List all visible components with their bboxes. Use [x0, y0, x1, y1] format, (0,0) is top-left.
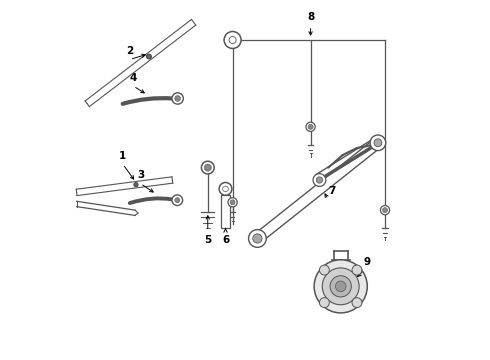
- Circle shape: [204, 164, 211, 171]
- Circle shape: [175, 96, 180, 101]
- Text: 2: 2: [126, 46, 133, 56]
- Circle shape: [330, 276, 351, 297]
- Circle shape: [230, 200, 235, 205]
- Circle shape: [253, 234, 262, 243]
- Circle shape: [380, 206, 390, 215]
- Text: 7: 7: [328, 186, 336, 196]
- Circle shape: [383, 208, 388, 213]
- Circle shape: [172, 93, 183, 104]
- Circle shape: [201, 161, 214, 174]
- Text: 9: 9: [364, 257, 371, 267]
- Circle shape: [374, 139, 382, 147]
- Circle shape: [316, 177, 322, 183]
- Circle shape: [306, 122, 315, 131]
- Text: 4: 4: [130, 72, 137, 82]
- Circle shape: [224, 31, 241, 49]
- Circle shape: [248, 230, 266, 247]
- Circle shape: [370, 135, 386, 150]
- Circle shape: [172, 195, 183, 206]
- Circle shape: [228, 198, 237, 207]
- Text: 5: 5: [204, 235, 211, 245]
- Circle shape: [322, 268, 359, 305]
- Text: 3: 3: [137, 170, 144, 180]
- Circle shape: [175, 198, 180, 203]
- Circle shape: [147, 54, 151, 59]
- Bar: [221, 195, 230, 228]
- Circle shape: [308, 124, 313, 129]
- Circle shape: [219, 183, 232, 195]
- Circle shape: [352, 265, 362, 275]
- Circle shape: [335, 281, 346, 292]
- Text: 1: 1: [119, 150, 126, 161]
- Text: 8: 8: [307, 12, 314, 22]
- Circle shape: [352, 298, 362, 307]
- Circle shape: [319, 265, 329, 275]
- Circle shape: [314, 260, 368, 313]
- Text: 6: 6: [222, 235, 229, 245]
- Circle shape: [313, 174, 326, 186]
- Circle shape: [134, 183, 138, 187]
- Circle shape: [319, 298, 329, 307]
